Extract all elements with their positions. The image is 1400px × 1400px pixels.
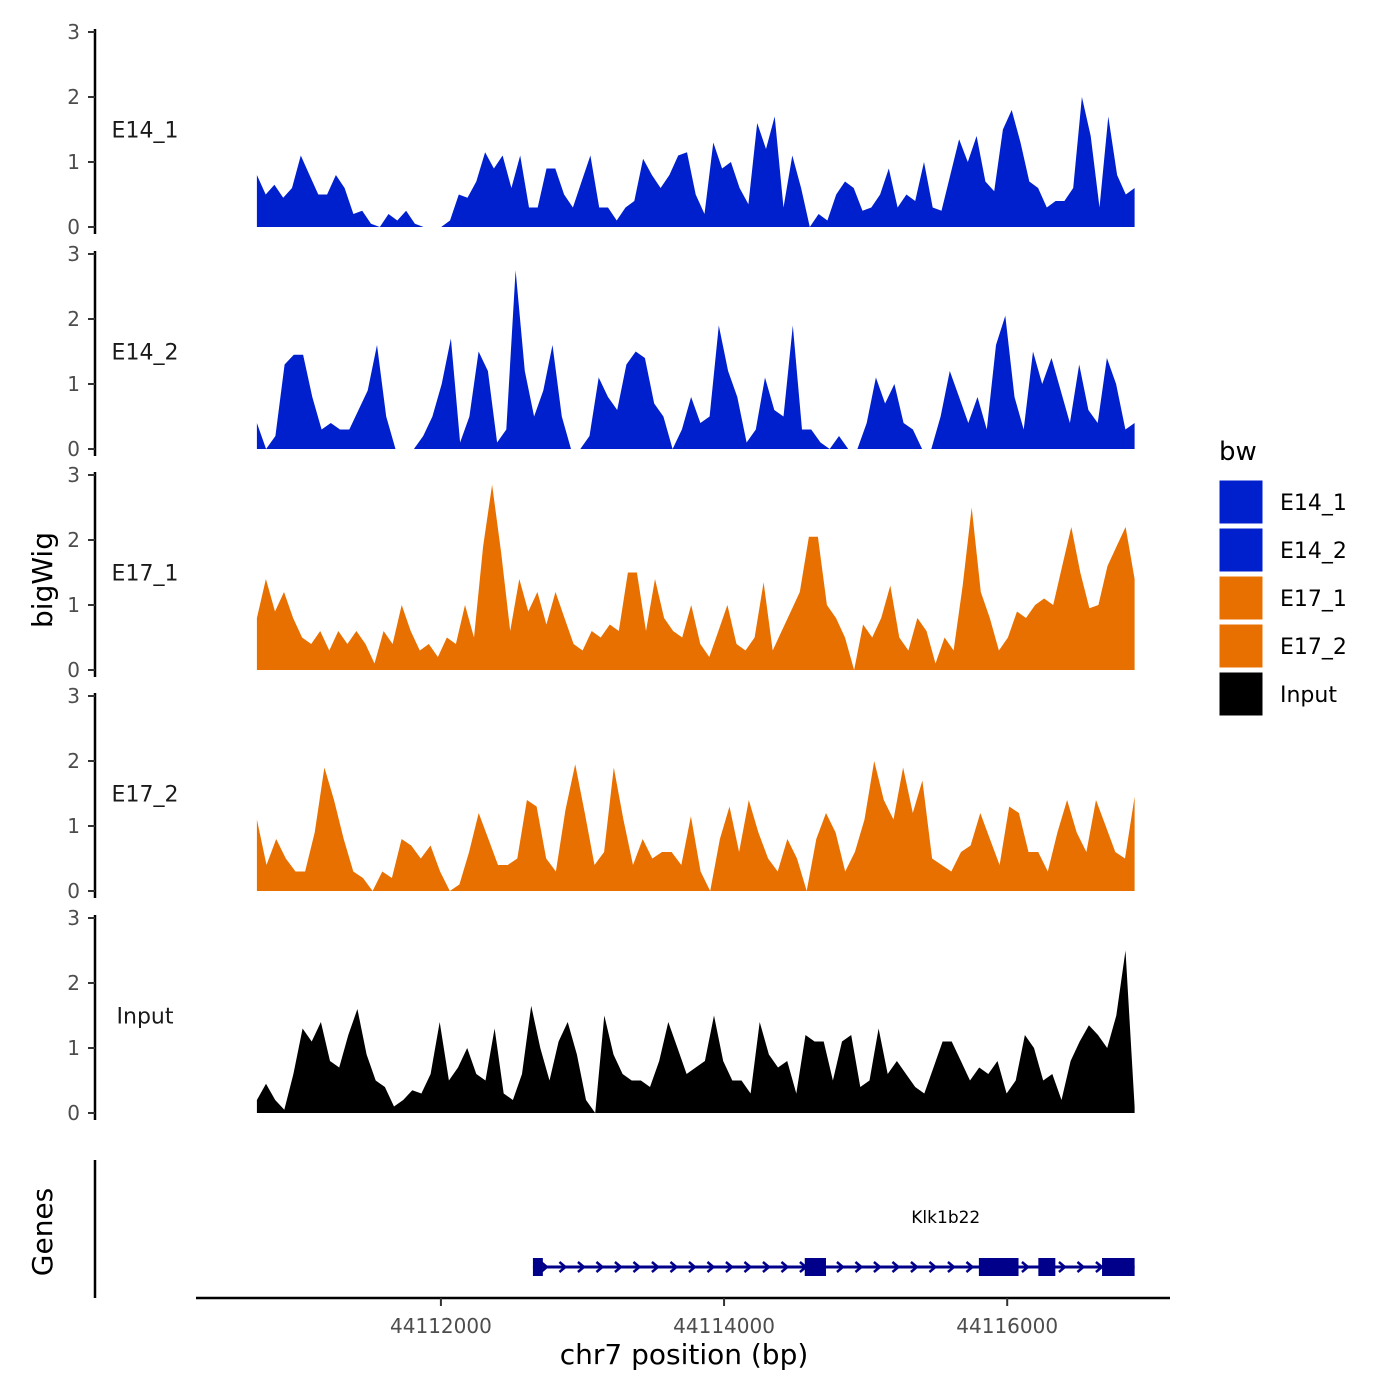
x-tick-label: 44114000 (673, 1314, 775, 1338)
legend-title: bw (1219, 437, 1257, 467)
y-tick-label: 0 (67, 879, 80, 903)
strand-arrow (947, 1261, 956, 1273)
strand-arrow (577, 1261, 586, 1273)
strand-arrow (595, 1261, 605, 1273)
y-tick-label: 2 (67, 85, 80, 109)
y-tick-label: 2 (67, 528, 80, 552)
gene-name-label: Klk1b22 (911, 1208, 980, 1228)
y-axis-title: bigWig (26, 532, 59, 628)
area-E14_2 (256, 270, 1135, 449)
track-Input: 0 1 2 3 Input (67, 906, 1135, 1125)
strand-arrow (651, 1261, 660, 1273)
strand-arrow (928, 1261, 938, 1273)
track-label: E14_2 (112, 341, 179, 366)
y-tick-label: 2 (67, 971, 80, 995)
gene-exon (1038, 1258, 1056, 1276)
strand-arrow (836, 1261, 845, 1273)
y-tick-label: 1 (67, 150, 80, 174)
genes-axis-title: Genes (26, 1188, 59, 1276)
strand-arrow (688, 1261, 697, 1273)
strand-arrow (1076, 1261, 1086, 1273)
y-tick-label: 1 (67, 814, 80, 838)
strand-arrow (965, 1261, 975, 1273)
y-tick-label: 0 (67, 658, 80, 682)
strand-arrow (725, 1261, 734, 1273)
signal-tracks: 0 1 2 3 E14_1 0 1 2 3 E14_2 0 1 2 3 E17_1 0 1 2 3 E17_2 0 1 2 3… (67, 20, 1135, 1125)
strand-arrow (614, 1261, 623, 1273)
strand-arrow (558, 1261, 568, 1273)
track-label: E17_2 (112, 783, 179, 808)
genes-track: Klk1b22 (93, 1160, 1135, 1298)
y-tick-label: 3 (67, 20, 80, 44)
legend-label: Input (1280, 683, 1337, 708)
legend-swatch (1218, 527, 1264, 573)
y-tick-label: 1 (67, 1036, 80, 1060)
track-label: E14_1 (112, 119, 179, 144)
gene-Klk1b22: Klk1b22 (532, 1208, 1135, 1276)
gene-exon (1102, 1258, 1135, 1276)
x-tick-label: 44112000 (390, 1314, 492, 1338)
legend-swatch (1218, 671, 1264, 717)
legend-label: E17_1 (1280, 587, 1347, 612)
x-axis: 44112000 44114000 44116000 (196, 1296, 1170, 1338)
strand-arrow (1058, 1261, 1067, 1273)
gene-exon (804, 1258, 826, 1276)
track-E14_1: 0 1 2 3 E14_1 (67, 20, 1135, 239)
y-tick-label: 2 (67, 307, 80, 331)
area-E17_2 (256, 761, 1135, 891)
track-E14_2: 0 1 2 3 E14_2 (67, 242, 1135, 461)
strand-arrow (780, 1261, 790, 1273)
strand-arrow (632, 1261, 642, 1273)
y-tick-label: 3 (67, 242, 80, 266)
gene-exon (978, 1258, 1019, 1276)
x-axis-title: chr7 position (bp) (560, 1338, 809, 1371)
legend: bw E14_1 E14_2 E17_1 E17_2 Input (1218, 437, 1347, 717)
strand-arrow (1095, 1261, 1104, 1273)
area-Input (256, 950, 1135, 1113)
strand-arrow (910, 1261, 919, 1273)
strand-arrow (891, 1261, 901, 1273)
area-E17_1 (256, 484, 1135, 670)
legend-swatch (1218, 575, 1264, 621)
x-tick-label: 44116000 (956, 1314, 1058, 1338)
legend-label: E17_2 (1280, 635, 1347, 660)
strand-arrow (762, 1261, 771, 1273)
area-E14_1 (256, 97, 1135, 227)
strand-arrow (1021, 1261, 1030, 1273)
y-tick-label: 1 (67, 593, 80, 617)
y-tick-label: 0 (67, 215, 80, 239)
strand-arrow (706, 1261, 716, 1273)
y-tick-label: 0 (67, 1101, 80, 1125)
y-tick-label: 0 (67, 437, 80, 461)
y-tick-label: 2 (67, 749, 80, 773)
y-tick-label: 1 (67, 372, 80, 396)
track-E17_1: 0 1 2 3 E17_1 (67, 463, 1135, 682)
strand-arrow (540, 1261, 549, 1273)
track-E17_2: 0 1 2 3 E17_2 (67, 684, 1135, 903)
y-tick-label: 3 (67, 684, 80, 708)
legend-label: E14_1 (1280, 491, 1347, 516)
strand-arrow (743, 1261, 753, 1273)
legend-swatch (1218, 479, 1264, 525)
y-tick-label: 3 (67, 463, 80, 487)
strand-arrow (873, 1261, 882, 1273)
legend-label: E14_2 (1280, 539, 1347, 564)
gene-exon (532, 1258, 543, 1276)
strand-arrow (854, 1261, 864, 1273)
y-tick-label: 3 (67, 906, 80, 930)
legend-swatch (1218, 623, 1264, 669)
strand-arrow (669, 1261, 679, 1273)
track-label: Input (117, 1005, 174, 1030)
track-label: E17_1 (112, 562, 179, 587)
